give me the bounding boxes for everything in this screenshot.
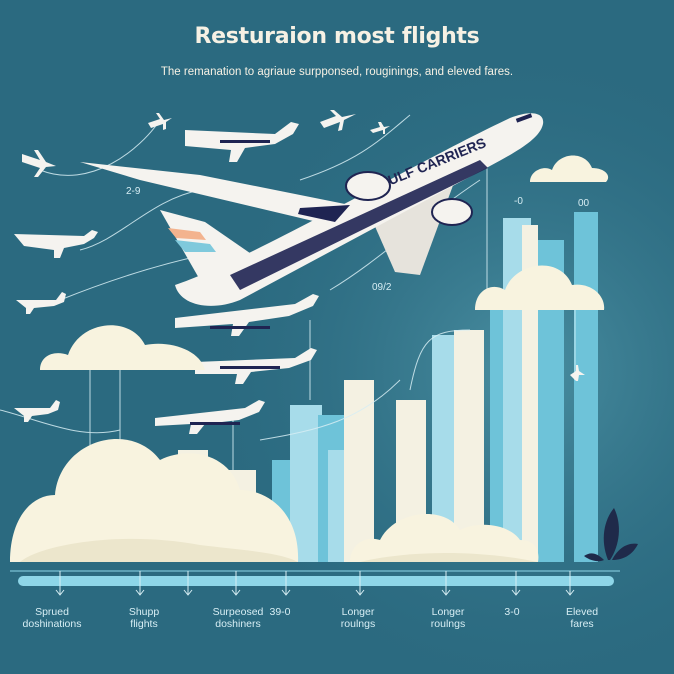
category-label: 39-0 [250,606,310,618]
plane-icon [16,292,66,314]
category-label: Longer roulngs [400,606,496,630]
plane-icon [148,113,172,130]
axis-tick [355,571,365,596]
connector-line [299,114,411,181]
main-aircraft-engine [431,198,473,226]
category-label-line: fares [570,618,594,630]
axis-tick [511,571,521,596]
plane-stripe [190,422,240,425]
category-label-line: Shupp [128,606,160,618]
plane-icon [14,230,98,258]
category-label: Longer roulngs [310,606,406,630]
plane-icon [155,400,265,434]
axis-ticks [55,571,575,596]
bar [454,330,484,562]
category-label: Surpeosed doshiners [190,606,286,630]
category-label-line: Longer [431,606,465,618]
category-label: Sprued doshinations [4,606,100,630]
cloud [475,265,605,310]
category-label: 3-0 [482,606,542,618]
category-label-line: Eleved [565,606,599,618]
main-aircraft-engine [345,171,391,201]
category-label-line: roulngs [430,618,466,630]
category-label-line: roulngs [340,618,376,630]
axis-tick [183,571,193,596]
plane-icon [22,150,56,177]
side-label: -0 [514,196,523,207]
plane-icon [14,400,60,422]
plant-leaf [612,543,638,560]
main-aircraft-tail-accent [175,240,216,252]
category-label-line: Longer [341,606,375,618]
main-aircraft: ULF CARRIERS [80,113,544,306]
axis-tick [565,571,575,596]
main-aircraft-fuselage [175,113,544,306]
bar [574,212,598,562]
category-label-line: 3-0 [504,606,520,618]
plane-tails [190,140,280,425]
plant-leaf [603,508,619,560]
axis-bar [18,576,614,586]
page-subtitle: The remanation to agriaue surpponsed, ro… [160,66,514,78]
plane-icon [370,122,390,134]
category-label-line: Sprued [35,606,69,618]
axis-tick [231,571,241,596]
connector-line [409,329,471,391]
main-aircraft-belly [230,160,488,290]
clouds [10,155,609,562]
axis-tick [441,571,451,596]
cloud [350,513,539,562]
cloud-shadow [360,552,538,562]
axis-tick [281,571,291,596]
axis-tick [55,571,65,596]
plane-icon [570,365,585,381]
plane-stripe [220,140,270,143]
plant-icon [584,508,638,562]
cloud-shadow [20,538,298,562]
category-label-line: flights [130,618,158,630]
plane-stripe [210,326,270,329]
bar [344,380,374,562]
connector-line [79,189,201,251]
cloud [40,325,205,370]
main-aircraft-wing-back [370,180,455,275]
axis-tick [135,571,145,596]
category-label-line: doshinations [22,618,82,630]
cloud [10,438,299,562]
plane-icon [175,294,319,336]
main-aircraft-wing-stripe [298,205,350,222]
connector-line [39,119,161,176]
category-label-line: Surpeosed [212,606,264,618]
main-aircraft-tail-accent [168,228,206,240]
cloud-shadows [20,538,538,562]
plane-icon [320,110,356,131]
category-label-line: 39-0 [269,606,291,618]
connector-line [259,379,401,441]
connector-line [0,409,121,434]
plane-stripe [220,366,280,369]
main-aircraft-cockpit [515,113,533,123]
category-label: Eleved fares [540,606,624,630]
axis [10,570,620,586]
cloud [530,155,609,182]
side-label: 2-9 [126,186,141,197]
page-title: Resturaion most flights [194,24,480,49]
category-label: Shupp flights [96,606,192,630]
plant-leaf [584,553,604,562]
side-label: 00 [578,198,590,209]
side-label: 09/2 [372,282,392,293]
category-label-line: doshiners [215,618,261,630]
main-aircraft-wing-front [80,162,350,225]
